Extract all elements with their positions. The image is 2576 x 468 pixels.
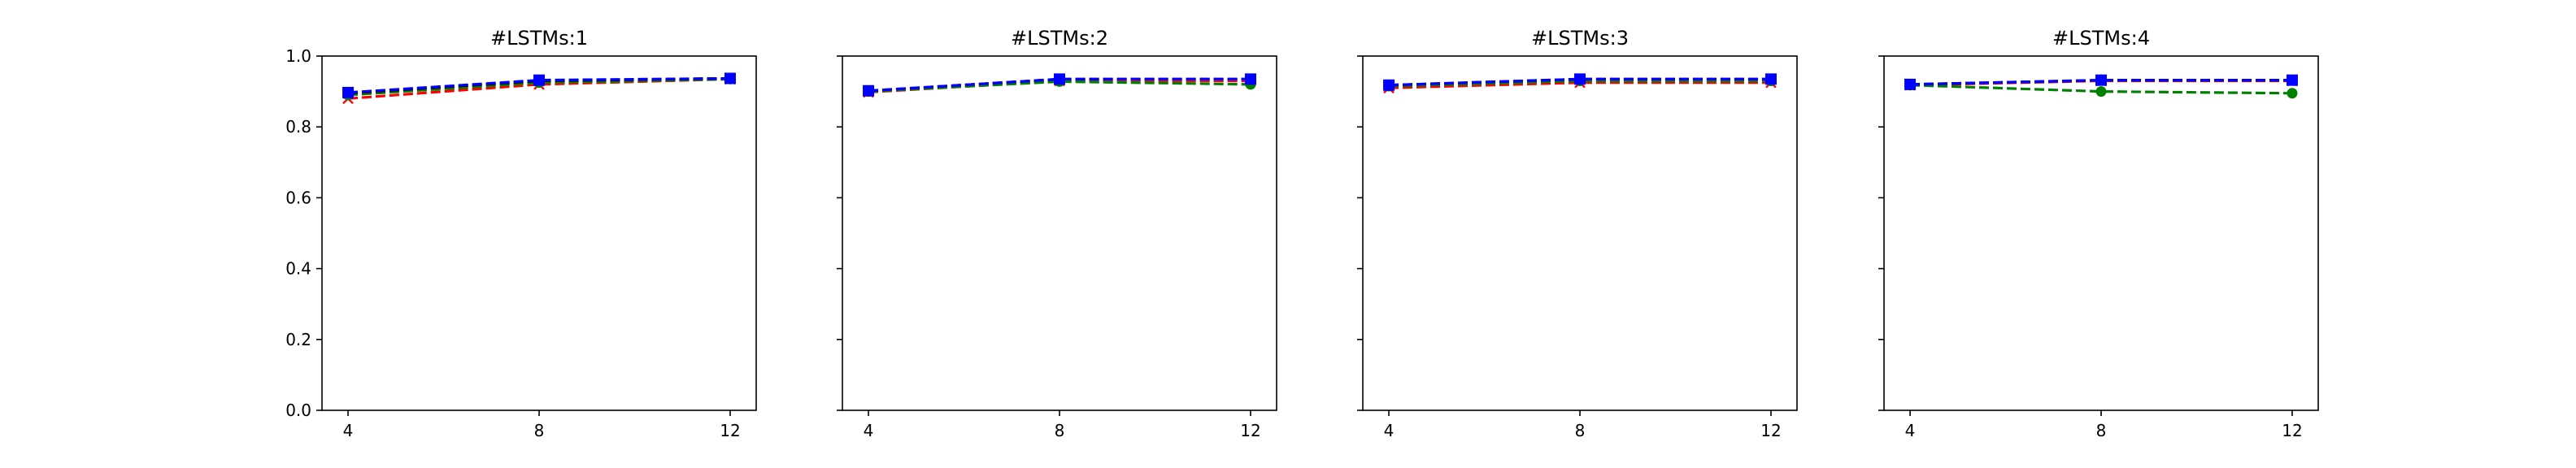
data-point: [1054, 73, 1065, 85]
y-tick-label: 0.4: [285, 259, 311, 279]
x-tick-label: 4: [1905, 421, 1916, 440]
y-tick-label: 1.0: [285, 46, 311, 66]
subplot-4: 4 8 12 #LSTMs:4: [1878, 27, 2319, 440]
x-tick-label: 12: [720, 421, 740, 440]
subplot-3: 4 8 12 #LSTMs:3: [1357, 27, 1798, 440]
subplot-1: 0.0 0.2 0.4 0.6 0.8 1.0 4 8 12 #LSTMs:1: [285, 27, 757, 440]
series-line: [347, 76, 730, 94]
series-4: [863, 73, 1256, 97]
x-tick-label: 8: [2096, 421, 2107, 440]
data-point: [863, 84, 875, 97]
data-point: [1764, 73, 1777, 85]
y-tick-label: 0.0: [285, 401, 311, 420]
data-point: [2095, 86, 2107, 98]
x-tick-label: 12: [1760, 421, 1781, 440]
subplot-title: #LSTMs:4: [2052, 27, 2150, 50]
x-tick-label: 4: [1384, 421, 1395, 440]
data-point: [2286, 74, 2298, 86]
series-line: [1909, 84, 2292, 95]
series-4: [1383, 73, 1777, 91]
data-point: [2095, 74, 2107, 86]
subplot-title: #LSTMs:1: [490, 27, 588, 50]
y-tick-label: 0.2: [285, 330, 311, 349]
data-point: [724, 72, 736, 84]
x-tick-label: 4: [864, 421, 874, 440]
x-tick-label: 4: [343, 421, 354, 440]
data-point: [342, 86, 355, 98]
subplot-title: #LSTMs:3: [1531, 27, 1629, 50]
data-point: [1244, 73, 1256, 85]
data-point: [533, 74, 545, 86]
y-tick-label: 0.6: [285, 188, 311, 207]
x-tick-label: 8: [1575, 421, 1586, 440]
x-tick-label: 12: [2282, 421, 2302, 440]
y-tick-label: 0.8: [285, 117, 311, 136]
series-line: [1910, 79, 2292, 86]
data-point: [1904, 78, 1917, 90]
x-tick-label: 8: [1055, 421, 1065, 440]
subplot-title: #LSTMs:2: [1011, 27, 1108, 50]
series-4: [342, 72, 736, 98]
data-point: [2287, 88, 2298, 99]
subplot-2: 4 8 12 #LSTMs:2: [837, 27, 1277, 440]
data-point: [1574, 73, 1586, 85]
series-line: [1388, 81, 1771, 89]
data-point: [1383, 79, 1395, 91]
series-line: [868, 77, 1251, 93]
x-tick-label: 12: [1240, 421, 1260, 440]
series-line: [1388, 77, 1771, 87]
x-tick-label: 8: [534, 421, 545, 440]
series-4: [1904, 74, 2298, 90]
